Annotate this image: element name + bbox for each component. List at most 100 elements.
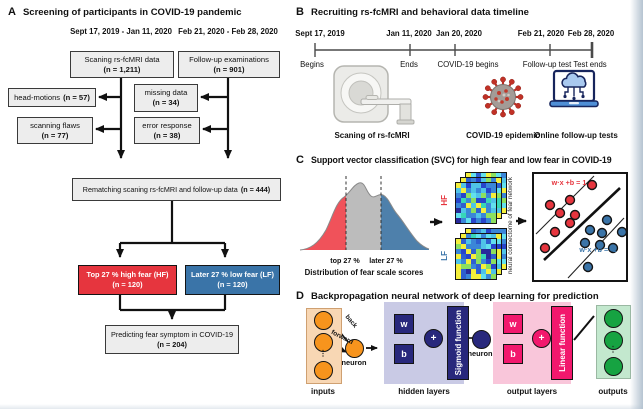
followup-box-text: Follow-up examinations [189,54,269,64]
rematch-text: Rematching scaning rs-fcMRI and follow-u… [82,184,238,194]
svc-eq-positive: w·x +b = 1 [551,178,587,187]
panel-c-arrows [430,217,527,226]
followup-box: Follow-up examinations (n = 901) [178,51,280,78]
svc-box [532,172,628,282]
hf-connectome-stack [455,172,509,226]
head-motions-box: head-motions (n = 57) [8,88,96,107]
error-response-n: (n = 38) [153,130,181,140]
panel-d-letter: D [296,290,304,302]
output-b-square: b [503,344,523,364]
distribution-caption: Distribution of fear scale scores [304,268,424,277]
scan-box-n: (n = 1,211) [103,64,141,74]
timeline-label-2: COVID-19 begins [437,60,499,69]
fear-distribution-chart [299,176,430,251]
panel-d-title: D Backpropagation neural network of deep… [296,290,599,302]
scan-box-text: Scaning rs-fcMRI data [84,54,160,64]
scanning-flaws-box: scanning flaws (n = 77) [17,117,93,144]
hidden-plus-node: + [424,329,443,348]
timeline-label-3: Follow-up test [522,60,572,69]
timeline-date-4: Feb 28, 2020 [567,29,615,38]
distribution-mid-region [346,182,381,250]
panel-c-letter: C [296,154,304,166]
inputs-ellipsis: ⋮ [319,349,327,358]
high-fear-box: Top 27 % high fear (HF) (n = 120) [78,265,177,295]
timeline-label-0: Begins [300,60,324,69]
hf-label: HF [439,194,449,206]
predict-n: (n = 204) [157,339,187,349]
timeline-date-1: Jan 11, 2020 [386,29,432,38]
lf-connectome-stack [455,228,509,282]
distribution-left-region [300,195,346,250]
hidden-b-square: b [394,344,414,364]
date-range-left: Sept 17, 2019 - Jan 11, 2020 [70,27,172,36]
output-node-1 [604,309,623,328]
rematch-box: Rematching scaning rs-fcMRI and follow-u… [72,178,281,201]
error-response-box: error response (n = 38) [134,117,200,144]
low-fear-box: Later 27 % low fear (LF) (n = 120) [185,265,280,295]
inputs-label: inputs [311,387,335,396]
svc-margin-line-upper [535,175,595,235]
panel-a-title: A Screening of participants in COVID-19 … [8,6,242,18]
followup-box-n: (n = 901) [213,64,245,74]
high-fear-text: Top 27 % high fear (HF) [86,270,169,280]
top27-label: top 27 % [330,256,360,265]
output-plus-node: + [532,329,551,348]
timeline-label-4: Test ends [573,60,607,69]
linear-to-outputs-line [573,315,595,341]
rematch-n: (n = 444) [240,184,271,194]
laptop-caption: Online follow-up tests [534,131,618,140]
timeline-date-0: Sept 17, 2019 [295,29,345,38]
output-w-square: w [503,314,523,334]
missing-data-n: (n = 34) [152,98,180,107]
linear-function-bar: Linear function [551,306,573,380]
panel-c-title: C Support vector classification (SVC) fo… [296,154,612,166]
sigmoid-function-bar: Sigmoid function [447,306,469,380]
timeline-axis [314,42,594,58]
output-node-2 [604,331,623,350]
virus-caption: COVID-19 epidemic [466,131,540,140]
low-fear-text: Later 27 % low fear (LF) [191,270,274,280]
neuron1-node [345,339,364,358]
missing-data-box: missing data (n = 34) [134,84,198,112]
connectome-axis-label: neural connectome of fear network [507,176,514,274]
error-response-text: error response [142,120,192,130]
panel-a-letter: A [8,6,16,18]
panel-a-title-text: Screening of participants in COVID-19 pa… [22,7,242,18]
low-fear-n: (n = 120) [217,280,248,289]
panel-a-connectors [95,76,232,320]
head-motions-n: (n = 57) [63,92,90,102]
input-node-1 [314,311,333,330]
svc-eq-negative: w·x +b = -1 [579,245,617,254]
input-node-3 [314,361,333,380]
predict-text: Predicting fear symptom in COVID-19 [110,330,234,340]
outputs-ellipsis: ⋮ [609,345,617,354]
timeline-label-1: Ends [400,60,418,69]
svc-plot [535,175,626,279]
laptop-cloud-icon [549,69,599,108]
neuron2-label: neuron [467,349,493,358]
panel-c-title-text: Support vector classification (SVC) for … [310,155,612,165]
hidden-w-square: w [394,314,414,334]
neuron1-label: neuron [341,358,367,367]
predict-box: Predicting fear symptom in COVID-19 (n =… [105,325,239,354]
outputs-label: outputs [598,387,628,396]
svc-data-points [539,179,626,273]
hidden-label: hidden layers [398,387,450,396]
missing-data-text: missing data [144,88,188,98]
scan-box: Scaning rs-fcMRI data (n = 1,211) [70,51,174,78]
lf-label: LF [439,251,449,261]
timeline-date-2: Jan 20, 2020 [436,29,482,38]
head-motions-text: head-motions [14,92,61,102]
coronavirus-icon [482,76,524,118]
high-fear-n: (n = 120) [112,280,143,289]
mri-caption: Scaning of rs-fcMRI [334,131,410,140]
input-node-2 [314,333,333,352]
panel-b-letter: B [296,6,304,18]
mri-scanner-icon [333,65,415,125]
svc-decision-line [543,187,621,261]
later27-label: later 27 % [369,256,403,265]
bottom-edge-shadow [0,404,643,409]
date-range-right: Feb 21, 2020 - Feb 28, 2020 [178,27,278,36]
output-label: output layers [506,387,558,396]
panel-b-title-text: Recruiting rs-fcMRI and behavioral data … [310,7,529,18]
